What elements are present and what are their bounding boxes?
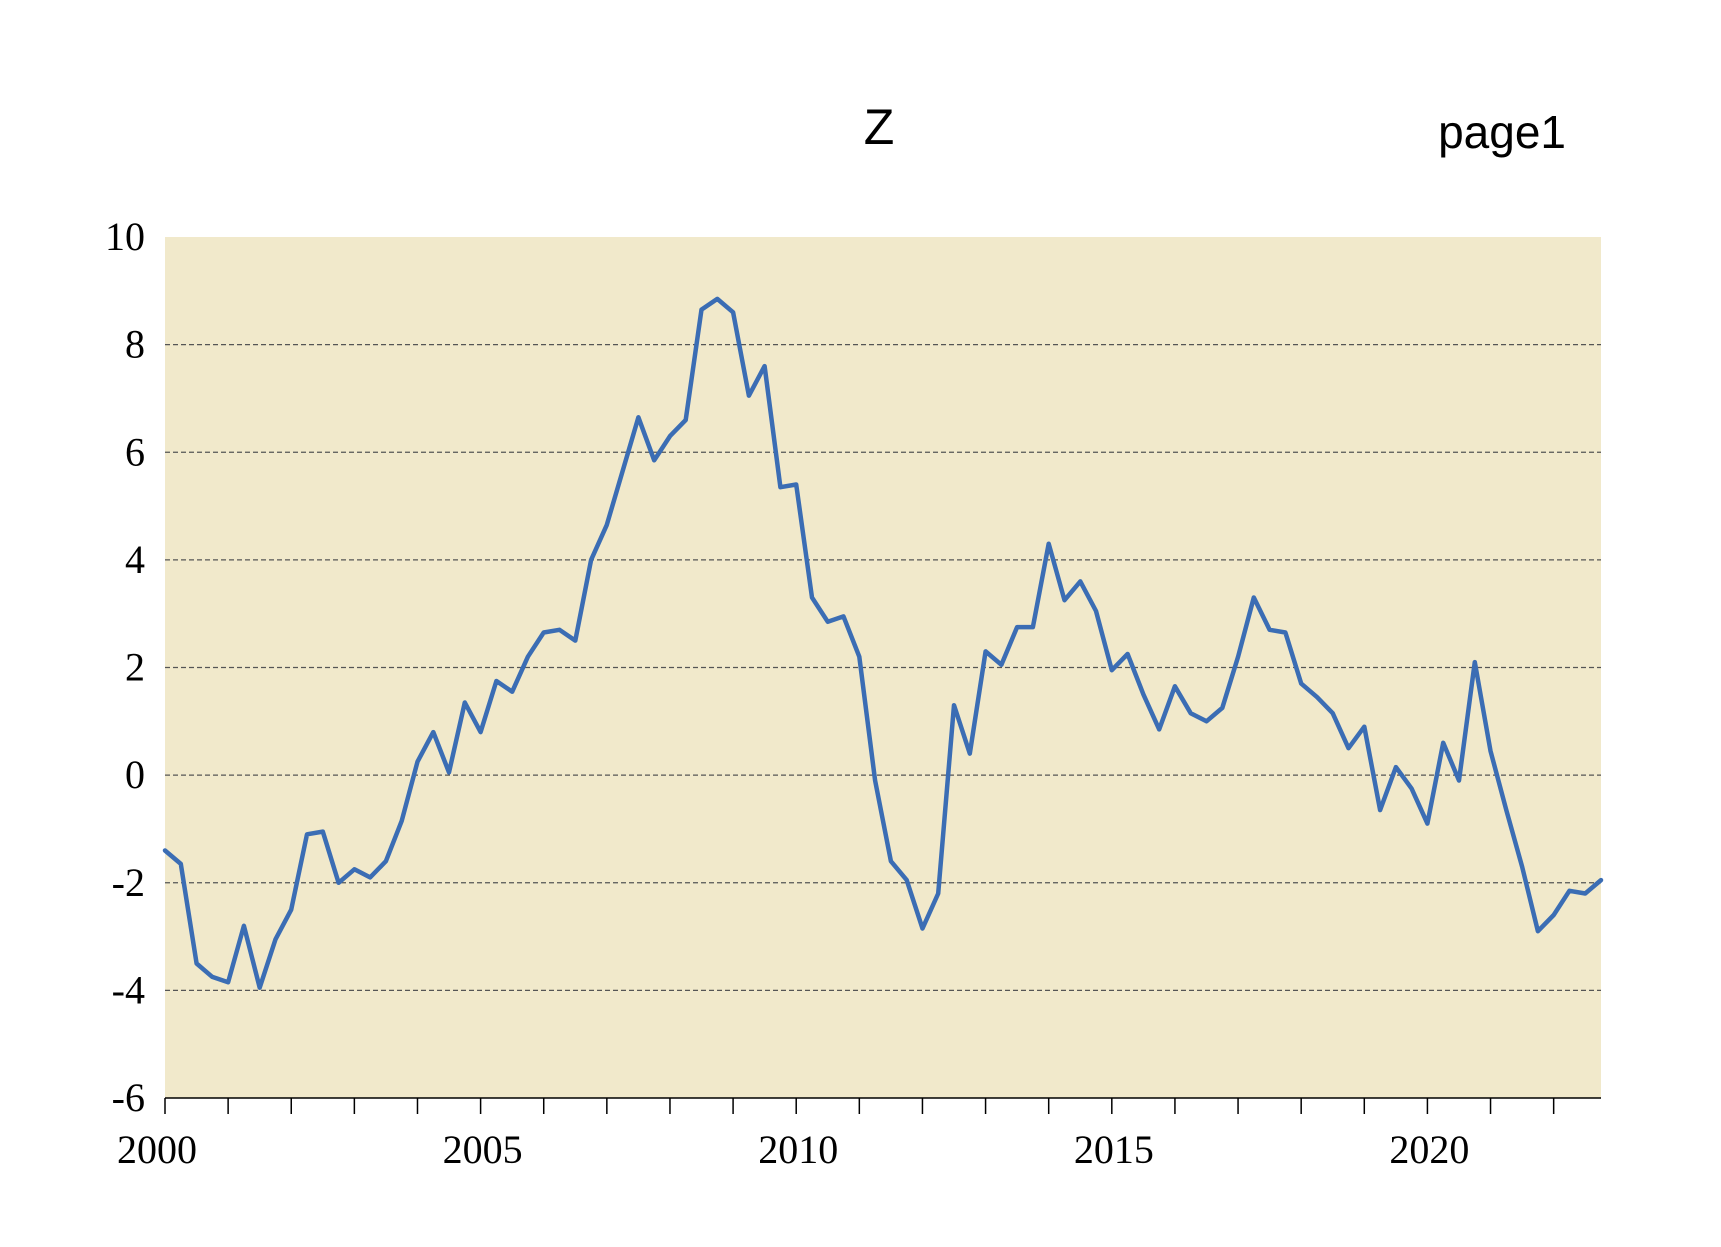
y-tick-label: -6: [112, 1075, 145, 1120]
grid-lines: [165, 344, 1601, 991]
series-group: [162, 296, 1604, 990]
x-tick-label: 2005: [443, 1127, 523, 1172]
y-tick-label: 4: [125, 537, 145, 582]
y-tick-label: 6: [125, 429, 145, 474]
y-tick-label: 8: [125, 322, 145, 367]
x-tick-label: 2020: [1389, 1127, 1469, 1172]
y-tick-label: 2: [125, 645, 145, 690]
x-axis-ticks: 2000 2005 2010 2015 2020: [117, 1098, 1555, 1172]
y-axis-tick-labels: 10 8 6 4 2 0 -2 -4 -6: [105, 214, 145, 1120]
y-tick-label: -4: [112, 967, 145, 1012]
chart-title: Z: [864, 99, 895, 155]
x-tick-label: 2015: [1074, 1127, 1154, 1172]
page-label: page1: [1438, 106, 1566, 158]
x-tick-label: 2010: [758, 1127, 838, 1172]
y-tick-label: 10: [105, 214, 145, 259]
y-tick-label: 0: [125, 752, 145, 797]
y-tick-label: -2: [112, 860, 145, 905]
x-tick-label: 2000: [117, 1127, 197, 1172]
series-line: [162, 296, 1604, 990]
